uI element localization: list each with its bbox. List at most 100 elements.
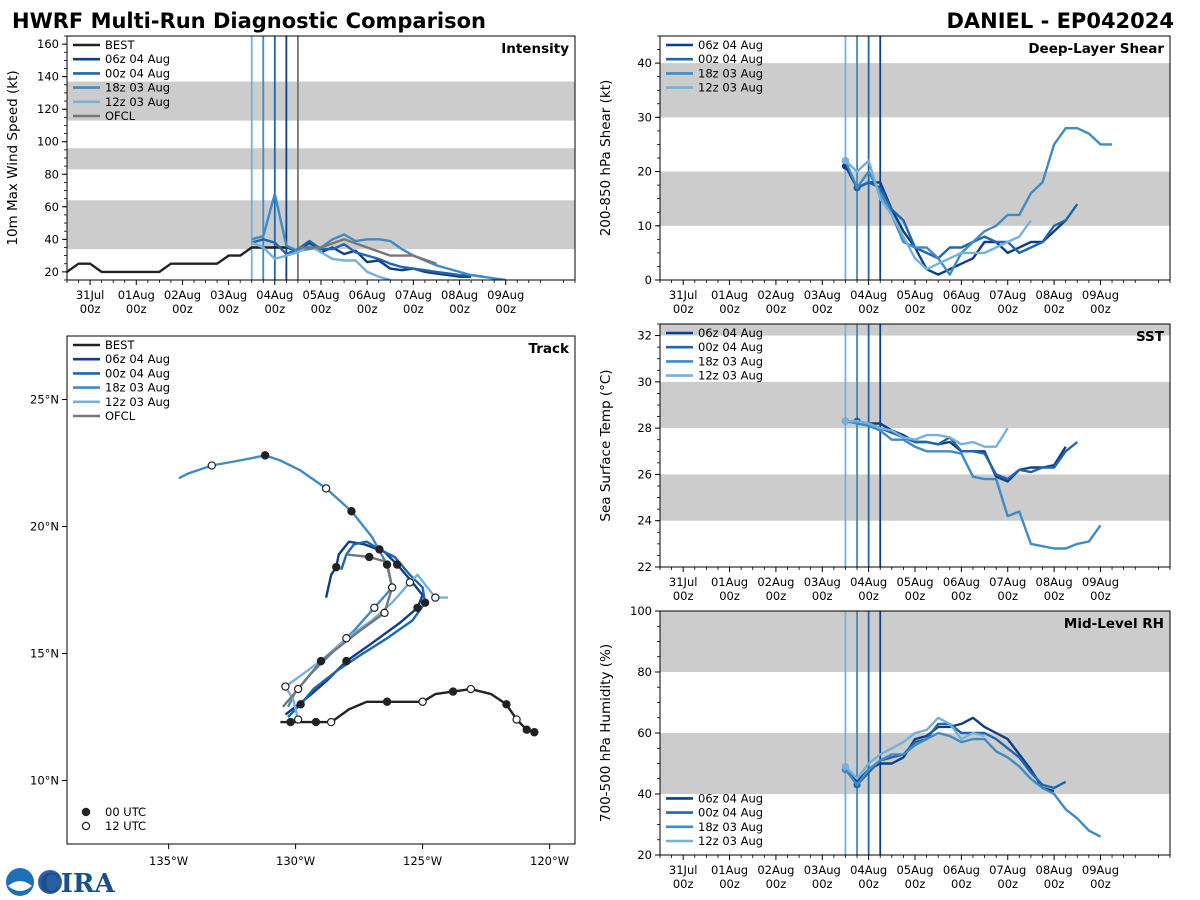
sst-threshold-band: [660, 381, 1170, 429]
track-position-marker: [382, 697, 392, 706]
rh-x-tick-label-hour: 00z: [766, 877, 787, 891]
track-position-marker: [418, 697, 427, 706]
sst-frame: [659, 323, 1171, 568]
rh-y-axis-label: 700-500 hPa Humidity (%): [598, 644, 614, 822]
track-position-marker: [522, 725, 531, 734]
intensity-legend-label: 18z 03 Aug: [105, 81, 170, 95]
track-position-marker: [311, 717, 321, 727]
rh-panel-title: Mid-Level RH: [1064, 616, 1164, 632]
intensity-x-tick-label-hour: 00z: [495, 302, 516, 316]
rh-legend-label: 00z 04 Aug: [698, 806, 763, 820]
shear-legend-label: 12z 03 Aug: [698, 81, 763, 95]
track-position-marker: [370, 603, 379, 612]
sst-x-tick-label-hour: 00z: [719, 589, 740, 603]
shear-frame: [659, 35, 1171, 281]
shear-x-tick-label: 01Aug: [711, 288, 748, 302]
shear-plot-area: [660, 36, 1170, 280]
shear-x-tick-label: 08Aug: [1036, 288, 1073, 302]
shear-x-tick-label-hour: 00z: [905, 302, 926, 316]
sst-series-line: [845, 420, 1102, 550]
sst-legend-label: 00z 04 Aug: [698, 340, 763, 354]
sst-x-tick-label: 01Aug: [711, 575, 748, 589]
rh-legend-label: 12z 03 Aug: [698, 834, 763, 848]
intensity-x-tick-label-hour: 00z: [218, 302, 239, 316]
sst-legend-label: 18z 03 Aug: [698, 354, 763, 368]
rh-threshold-band: [660, 611, 1170, 672]
track-position-marker: [387, 583, 397, 592]
track-position-marker: [502, 700, 511, 709]
intensity-y-tick-label: 120: [37, 102, 59, 116]
shear-threshold-band: [660, 171, 1170, 226]
track-position-marker: [420, 598, 430, 607]
sst-x-tick-label: 06Aug: [943, 575, 980, 589]
cira-globe-icon: [38, 870, 62, 894]
shear-panel-title: Deep-Layer Shear: [1028, 41, 1164, 57]
rh-x-tick-label: 01Aug: [711, 863, 748, 877]
track-marker-legend-label: 00 UTC: [105, 805, 146, 819]
sst-series-line: [856, 420, 1079, 481]
shear-x-tick-label: 31Jul: [669, 288, 698, 302]
shear-x-tick-label-hour: 00z: [719, 302, 740, 316]
track-legend-label: 18z 03 Aug: [105, 381, 170, 395]
rh-x-tick-label: 06Aug: [943, 863, 980, 877]
rh-x-tick-label: 08Aug: [1036, 863, 1073, 877]
track-position-marker: [365, 552, 374, 562]
rh-x-tick-label-hour: 00z: [719, 877, 740, 891]
rh-x-tick-label: 07Aug: [989, 863, 1026, 877]
rh-x-tick-label: 09Aug: [1082, 863, 1119, 877]
track-frame: [66, 335, 576, 845]
sst-x-tick-label: 07Aug: [989, 575, 1026, 589]
track-position-marker: [448, 687, 458, 696]
track-path: [178, 454, 394, 708]
intensity-x-tick-label-hour: 00z: [311, 302, 332, 316]
sst-x-tick-label: 09Aug: [1082, 575, 1119, 589]
track-position-marker: [293, 684, 303, 694]
rh-y-tick-label: 100: [630, 604, 652, 618]
track-x-tick-label: 120°W: [530, 854, 569, 868]
shear-x-tick-label-hour: 00z: [1090, 302, 1111, 316]
shear-series-line: [844, 165, 1067, 276]
shear-x-tick-label: 04Aug: [850, 288, 887, 302]
intensity-legend-label: BEST: [105, 38, 135, 52]
intensity-x-tick-label: 01Aug: [118, 288, 155, 302]
rh-series-start-point: [841, 762, 850, 771]
track-legend-label: OFCL: [105, 409, 136, 423]
shear-x-tick-label: 09Aug: [1082, 288, 1119, 302]
shear-legend-label: 06z 04 Aug: [698, 38, 763, 52]
intensity-legend-label: 06z 04 Aug: [105, 52, 170, 66]
sst-x-tick-label: 08Aug: [1036, 575, 1073, 589]
intensity-y-axis-label: 10m Max Wind Speed (kt): [5, 70, 21, 245]
rh-y-tick-label: 20: [637, 848, 652, 862]
storm-title: DANIEL - EP042024: [946, 9, 1174, 33]
intensity-series-line: [251, 238, 483, 278]
track-position-marker: [405, 578, 415, 587]
rh-series-line: [856, 722, 1067, 790]
track-position-marker: [431, 593, 440, 602]
shear-y-axis-label: 200-850 hPa Shear (kt): [598, 80, 614, 237]
track-position-marker: [281, 682, 290, 691]
rh-plot-area: [660, 611, 1170, 855]
shear-y-tick-label: 40: [637, 56, 652, 70]
rh-x-tick-label-hour: 00z: [858, 877, 879, 891]
shear-x-tick-label: 06Aug: [943, 288, 980, 302]
track-position-marker: [286, 717, 295, 727]
intensity-x-tick-label: 07Aug: [395, 288, 432, 302]
track-x-tick-label: 135°W: [149, 854, 188, 868]
intensity-series-line: [251, 192, 506, 280]
track-path: [280, 687, 535, 734]
intensity-x-tick-label: 08Aug: [441, 288, 478, 302]
intensity-frame: [66, 35, 576, 281]
sst-x-tick-label-hour: 00z: [858, 589, 879, 603]
track-legend-label: BEST: [105, 338, 135, 352]
sst-y-tick-label: 28: [637, 421, 652, 435]
sst-series-line: [845, 420, 1067, 483]
track-position-marker: [332, 562, 341, 572]
track-position-marker: [393, 560, 402, 569]
track-panel: 135°W 130°W 125°W 120°W 10°N 15°N 20°N 25°N BEST…: [30, 335, 576, 868]
rh-x-tick-label-hour: 00z: [673, 877, 694, 891]
intensity-panel-title: Intensity: [501, 41, 569, 57]
sst-threshold-band: [660, 474, 1170, 521]
intensity-legend-label: 12z 03 Aug: [105, 95, 170, 109]
track-y-tick-label: 10°N: [30, 774, 59, 788]
rh-x-tick-label: 04Aug: [850, 863, 887, 877]
